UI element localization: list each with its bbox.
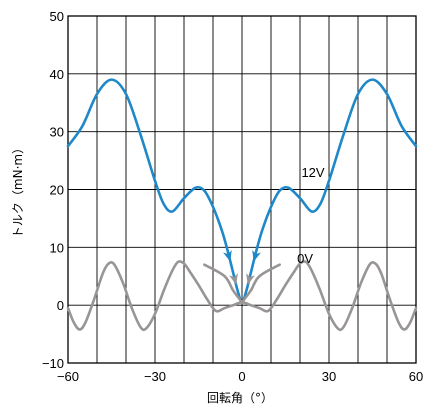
direction-arrow [223, 249, 232, 262]
series-line [66, 260, 418, 332]
direction-arrow [229, 273, 238, 285]
series-0v [66, 260, 418, 332]
x-tick-label: 60 [409, 369, 423, 384]
x-axis-ticks: −60 −30 0 30 60 [57, 369, 423, 384]
series-label: 0V [297, 251, 313, 266]
plot-frame [67, 15, 417, 364]
x-tick-label: 0 [238, 369, 245, 384]
y-tick-label: 0 [57, 298, 64, 313]
grid [67, 15, 417, 364]
direction-arrow [246, 273, 255, 285]
x-tick-label: −60 [57, 369, 79, 384]
series-dip-line [240, 263, 281, 304]
series [66, 78, 418, 332]
y-axis-title: トルク（mN·m） [11, 142, 25, 238]
y-tick-label: 50 [50, 9, 64, 24]
y-tick-label: 30 [50, 125, 64, 140]
series-dip-line [203, 263, 244, 304]
direction-arrow [252, 249, 261, 262]
y-tick-label: 20 [50, 183, 64, 198]
y-tick-label: 10 [50, 240, 64, 255]
y-axis-ticks: −10 0 10 20 30 40 50 [42, 9, 64, 371]
series-label: 12V [301, 165, 324, 180]
y-tick-label: 40 [50, 67, 64, 82]
x-axis-title: 回転角（°） [207, 391, 273, 405]
y-tick-label: −10 [42, 356, 64, 371]
series-labels: 12V 0V [297, 165, 325, 266]
x-tick-label: −30 [144, 369, 166, 384]
x-tick-label: 30 [322, 369, 336, 384]
